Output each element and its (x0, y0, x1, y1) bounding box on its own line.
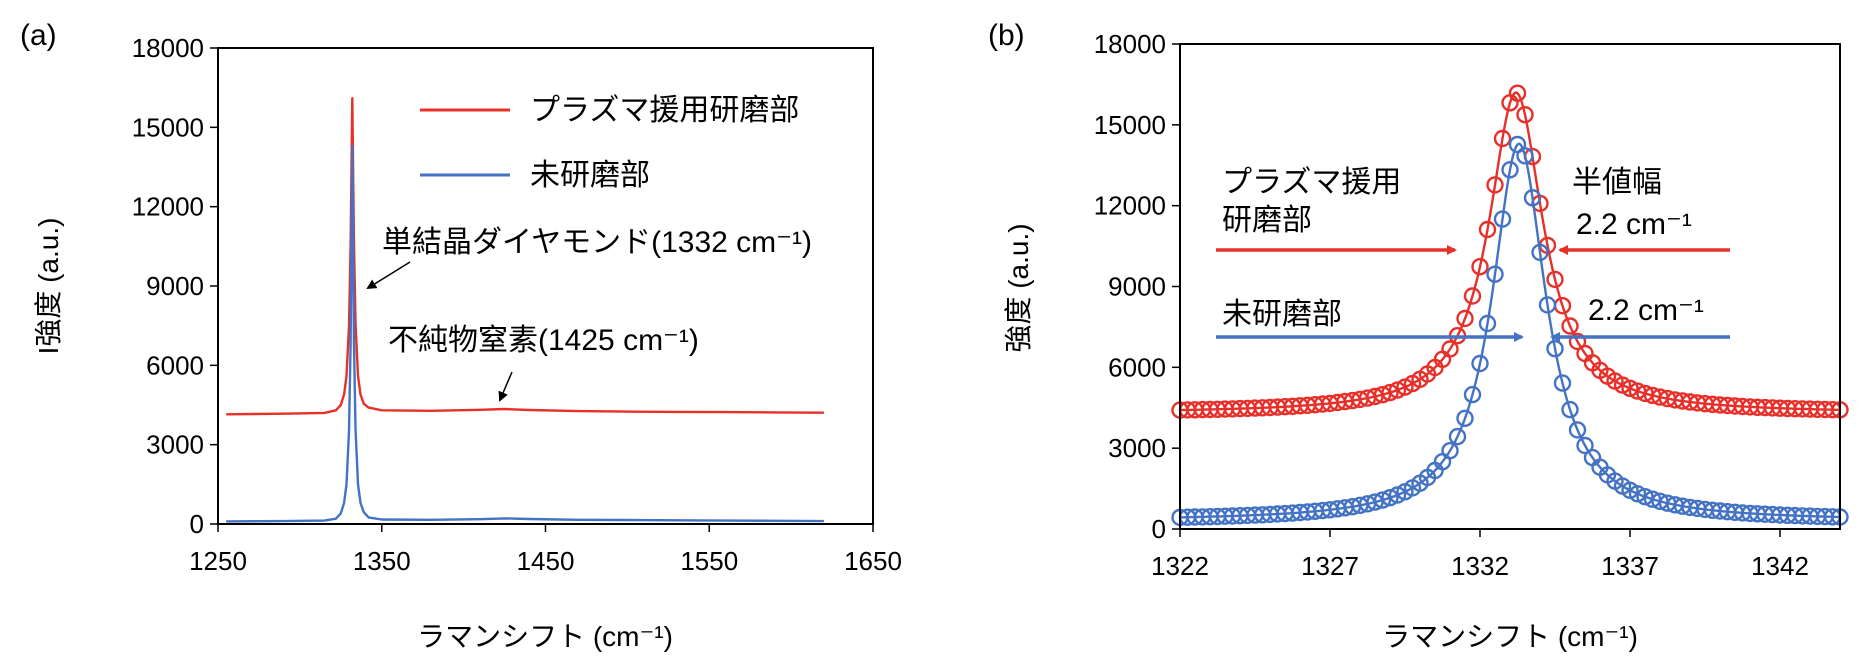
annotation-plasma-line2: 研磨部 (1222, 204, 1312, 237)
series-b-plasma-point (1508, 84, 1527, 102)
b-ytick-label: 3000 (1108, 433, 1166, 463)
series-b-plasma-point (1561, 317, 1579, 335)
a-ytick-label: 9000 (146, 271, 204, 301)
a-xtick-label: 1350 (353, 546, 411, 576)
annotation-diamond-arrow (366, 261, 411, 290)
series-b-plasma-point (1568, 332, 1587, 351)
b-xtick-label: 1322 (1151, 551, 1209, 581)
series-b-plasma-point (1373, 386, 1392, 404)
series-b-plasma-point (1478, 220, 1497, 239)
b-ytick-label: 18000 (1094, 29, 1166, 59)
series-b-unpolished-point (1553, 374, 1572, 392)
a-xtick-label: 1650 (844, 546, 902, 576)
series-b-unpolished-fit (1179, 142, 1841, 519)
series-b-unpolished-point (1576, 436, 1594, 455)
b-ytick-label: 6000 (1108, 352, 1166, 382)
series-b-unpolished-point (1463, 385, 1482, 404)
series-b-unpolished-point (1568, 421, 1587, 439)
series-b-plasma-point (1546, 270, 1564, 289)
a-ytick-label: 15000 (132, 112, 204, 142)
series-b-plasma-point (1621, 379, 1639, 397)
annotation-unpolished: 未研磨部 (1222, 298, 1342, 331)
annotation-diamond-peak: 単結晶ダイヤモンド(1332 cm⁻¹) (382, 226, 812, 259)
series-b-unpolished-point (1486, 265, 1504, 283)
series-b-unpolished-point (1471, 354, 1489, 373)
b-xtick-label: 1332 (1451, 551, 1509, 581)
a-xtick-label: 1450 (517, 546, 575, 576)
panel-a: (a) 0 3000 6000 9000 12000 15000 18000 1250 135… (20, 19, 902, 652)
annotation-fwhm-label: 半値幅 (1572, 166, 1662, 199)
series-b-plasma-point (1493, 129, 1512, 148)
legend-label-blue: 未研磨部 (530, 159, 650, 192)
a-ytick-label: 0 (190, 509, 204, 539)
a-ytick-label: 12000 (132, 192, 204, 222)
series-b-plasma-point (1486, 176, 1504, 194)
annotation-plasma-line1: プラズマ援用 (1222, 166, 1401, 199)
series-b-unpolished-point (1523, 189, 1542, 207)
b-ytick-label: 15000 (1094, 110, 1166, 140)
y-axis-label-a: I強度 (a.u.) (33, 218, 64, 355)
a-ytick-label: 3000 (146, 430, 204, 460)
annotation-fwhm-red: 2.2 cm⁻¹ (1576, 208, 1692, 241)
legend-label-red: プラズマ援用研磨部 (530, 94, 799, 127)
series-b-unpolished-point (1448, 427, 1467, 446)
series-b-unpolished-point (1441, 442, 1459, 460)
series-b-plasma-fit (1179, 91, 1840, 412)
a-xtick-label: 1550 (680, 546, 738, 576)
series-b-unpolished-point (1501, 161, 1519, 179)
series-b-plasma-point (1463, 287, 1482, 305)
series-b-unpolished-point (1538, 296, 1557, 314)
x-axis-label-b: ラマンシフト (cm⁻¹) (1382, 621, 1638, 652)
b-xtick-label: 1337 (1601, 551, 1659, 581)
series-a-plasma-line (226, 97, 824, 416)
series-b-unpolished-point (1456, 409, 1474, 427)
b-xtick-label: 1327 (1301, 551, 1359, 581)
a-xtick-label: 1250 (189, 546, 247, 576)
a-ytick-label: 6000 (146, 350, 204, 380)
series-b-plasma-point (1381, 383, 1399, 402)
plot-a-frame (217, 47, 874, 525)
b-xtick-label: 1342 (1751, 551, 1809, 581)
b-ytick-label: 0 (1152, 514, 1166, 544)
series-b-plasma-point (1456, 309, 1474, 328)
panel-b: (b) 0 3000 6000 9000 12000 15000 18000 1322 132… (988, 19, 1849, 652)
series-b-plasma-point (1441, 340, 1459, 358)
series-b-unpolished-point (1531, 243, 1549, 262)
b-ytick-label: 12000 (1094, 191, 1166, 221)
plot-b-frame (1179, 43, 1841, 530)
series-b-unpolished-point (1478, 314, 1497, 333)
series-b-unpolished-point (1561, 400, 1579, 419)
series-b-plasma-point (1388, 381, 1407, 399)
annotation-nitrogen: 不純物窒素(1425 cm⁻¹) (388, 324, 699, 357)
panel-b-label: (b) (988, 19, 1025, 52)
series-b-unpolished-point (1636, 488, 1654, 506)
x-axis-label-a: ラマンシフト (cm⁻¹) (417, 621, 673, 652)
series-b-unpolished-point (1493, 210, 1512, 228)
series-b-unpolished-point (1381, 489, 1399, 507)
a-ytick-label: 18000 (132, 33, 204, 63)
series-b-unpolished-point (1628, 485, 1647, 503)
series-b-plasma-point (1471, 258, 1489, 276)
annotation-fwhm-blue: 2.2 cm⁻¹ (1588, 294, 1704, 327)
series-b-unpolished-point (1373, 491, 1392, 509)
legend-a: プラズマ援用研磨部 未研磨部 (420, 94, 799, 192)
series-a-unpolished-line (226, 144, 824, 523)
series-b-plasma-point (1516, 105, 1534, 124)
annotation-nitrogen-arrow (498, 371, 513, 402)
series-b-unpolished-point (1516, 147, 1534, 165)
panel-a-label: (a) (20, 19, 57, 52)
y-axis-label-b: 強度 (a.u.) (1003, 223, 1034, 352)
b-ytick-label: 9000 (1108, 272, 1166, 302)
